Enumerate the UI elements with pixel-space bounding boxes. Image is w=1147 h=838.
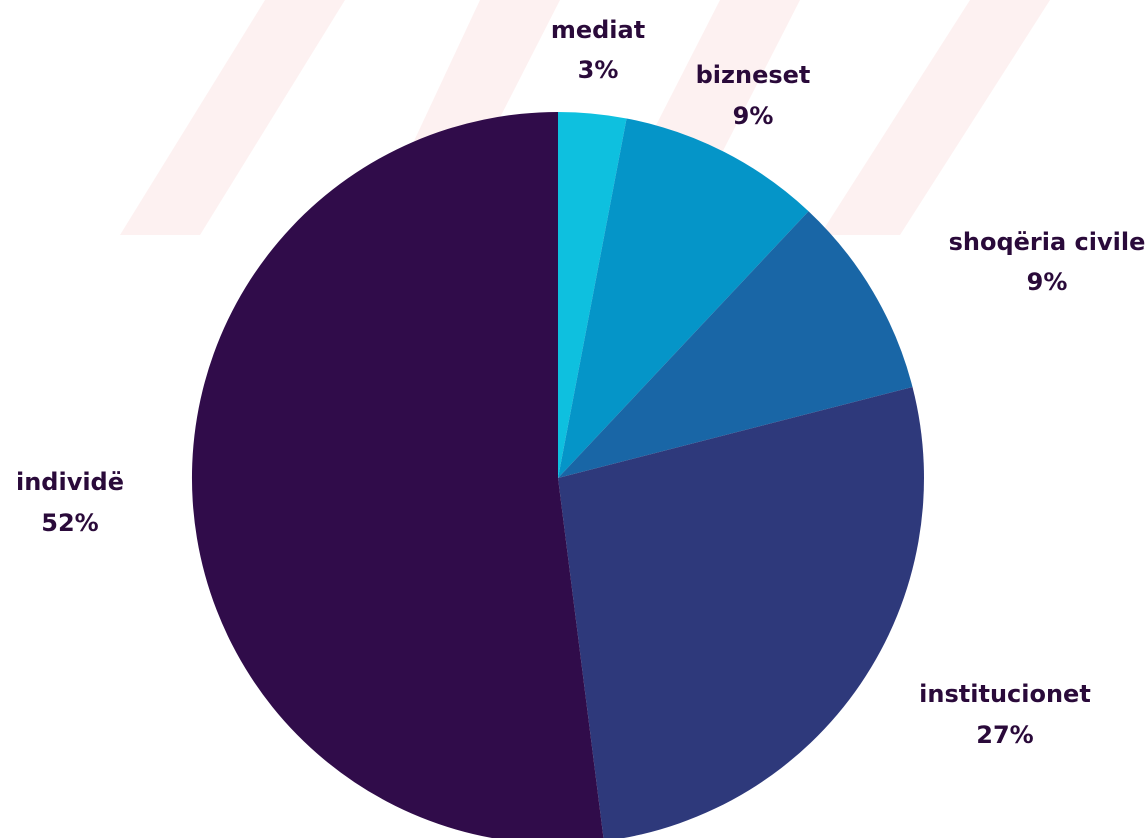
slice-label-5: individë [16, 468, 124, 496]
slice-value-1: 3% [578, 56, 619, 84]
slice-label-1: mediat [551, 16, 645, 44]
pie-slice-5 [192, 112, 604, 838]
slice-label-2: bizneset [696, 61, 811, 89]
pie-slice-2 [558, 118, 809, 478]
slice-label-4: institucionet [919, 680, 1091, 708]
pie-slice-3 [558, 211, 913, 478]
slice-value-5: 52% [41, 509, 98, 537]
slice-value-4: 27% [976, 721, 1033, 749]
watermark-stripe-4 [820, 0, 1050, 235]
watermark-stripe-1 [120, 0, 345, 235]
pie-slices [192, 112, 924, 838]
slice-value-2: 9% [733, 102, 774, 130]
pie-slice-1 [558, 112, 627, 478]
slice-label-3: shoqëria civile [949, 228, 1146, 256]
slice-value-3: 9% [1027, 268, 1068, 296]
pie-labels: mediat 3% bizneset 9% shoqëria civile 9% insti… [16, 16, 1145, 749]
pie-slice-4 [558, 386, 924, 838]
